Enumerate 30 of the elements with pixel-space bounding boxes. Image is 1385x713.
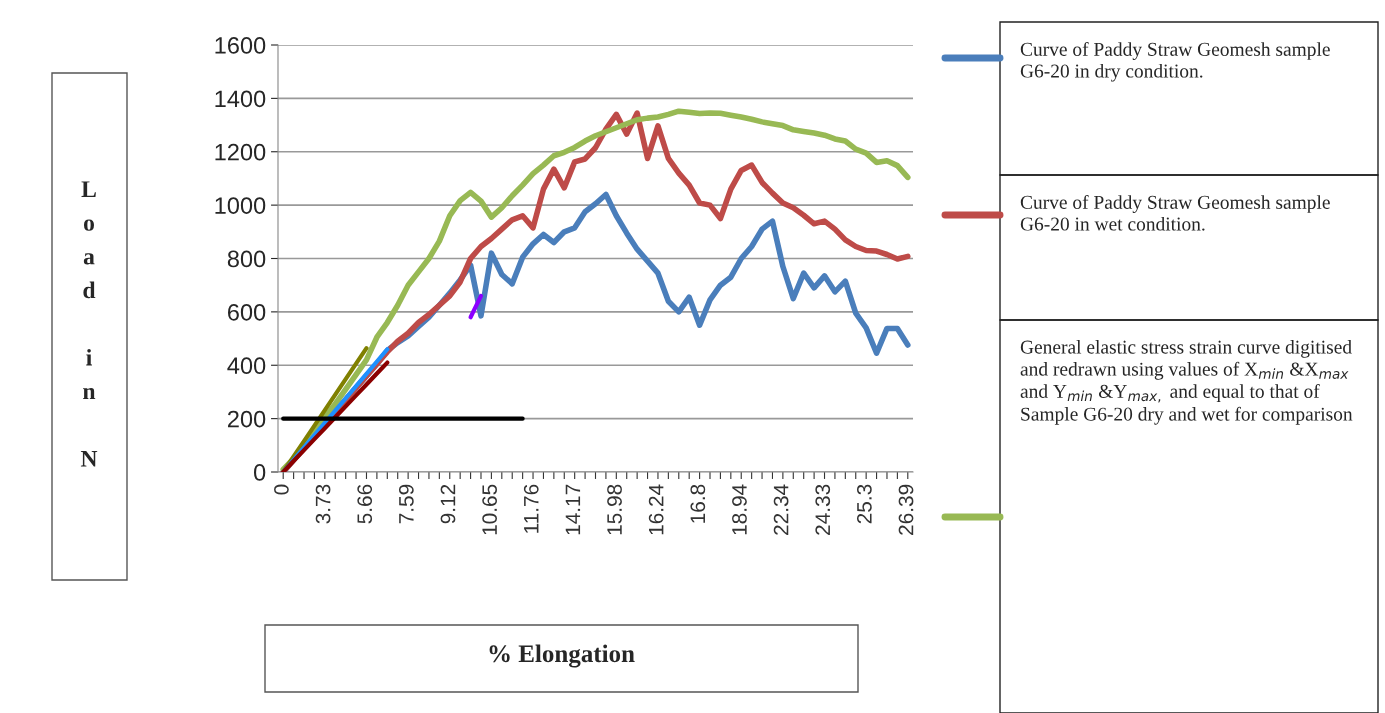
y-tick-label: 400	[227, 357, 266, 375]
y-tick-label: 200	[227, 410, 266, 428]
x-tick-label: 26.39	[898, 484, 914, 535]
x-tick-label: 11.76	[523, 484, 539, 533]
legend-label: Curve of Paddy Straw Geomesh sample G6-20 in dry condition.	[1020, 42, 1330, 82]
x-tick-label: 5.66	[357, 484, 373, 524]
y-tick-label: 800	[227, 250, 266, 268]
text: General elastic stress strain curve digitised and redrawn using values of X$_{min}$ &X$_{max}$ and Y$_{min}$ &Y$_{max,}$ and equal to that of Sample G6-20 dry and wet for comparison	[1020, 340, 1353, 425]
y-tick-label: 0	[253, 464, 266, 481]
x-tick-label: 14.17	[565, 484, 581, 535]
y-tick-label: 1400	[215, 90, 266, 108]
legend-label: Curve of Paddy Straw Geomesh sample G6-20 in wet condition.	[1020, 195, 1330, 231]
x-tick-label: 24.33	[815, 484, 831, 535]
y-tick-label: 600	[228, 303, 266, 321]
x-tick-label: 7.59	[398, 484, 414, 524]
y-tick-label: 1000	[215, 197, 266, 214]
x-tick-label: 10.65	[482, 484, 497, 535]
x-tick-label: 0	[274, 484, 289, 495]
x-tick-label: 15.98	[607, 484, 622, 535]
x-tick-label: 3.73	[315, 484, 331, 524]
x-tick-label: 25.3	[857, 484, 872, 524]
text: Load in N	[80, 181, 98, 467]
y-tick-label: 1200	[215, 143, 266, 161]
x-tick-label: 9.12	[440, 484, 456, 524]
x-tick-label: 22.34	[773, 484, 789, 535]
x-tick-label: 16.24	[648, 484, 664, 535]
y-tick-label: 1600	[215, 37, 266, 54]
x-tick-label: 16.8	[690, 484, 706, 523]
x-tick-label: 18.94	[732, 484, 747, 535]
x-axis-title: % Elongation	[489, 644, 635, 668]
